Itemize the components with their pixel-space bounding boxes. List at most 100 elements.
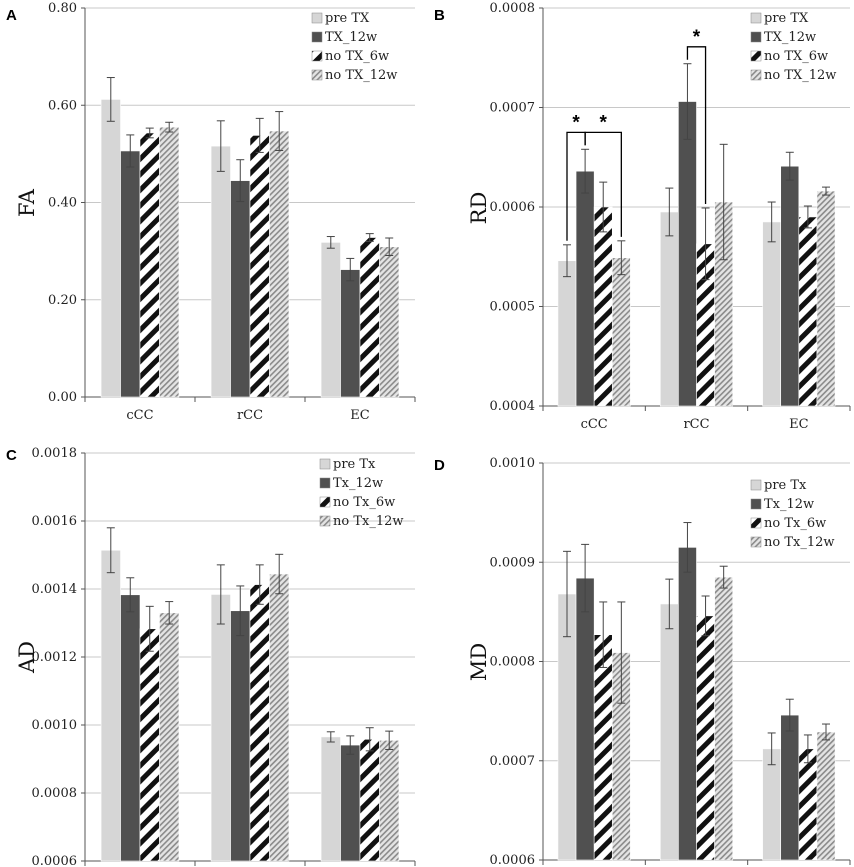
bar-light (100, 99, 121, 398)
panel-a-letter: A (6, 7, 17, 24)
bar-stripe (593, 634, 613, 861)
error-bar (665, 578, 674, 630)
error-bar (581, 148, 590, 194)
panel-a: A (6, 7, 17, 24)
y-tick-label: 0.0010 (32, 718, 78, 733)
panel-d-plot: 0.00060.00070.00080.00090.0010MDcCCrCCEC… (467, 456, 851, 867)
error-bar (326, 236, 335, 249)
x-tick-label: cCC (126, 408, 153, 423)
legend-swatch (750, 536, 762, 548)
bar-hatch (269, 130, 290, 398)
y-tick-label: 0.0007 (490, 754, 536, 769)
bar-stripe (139, 132, 160, 398)
x-tick-label: EC (350, 408, 369, 423)
error-bar (822, 723, 831, 741)
legend-label: no Tx_12w (764, 535, 835, 550)
legend-swatch (750, 50, 762, 62)
legend-item: Tx_12w (750, 497, 814, 512)
bar-hatch (159, 126, 180, 398)
legend-swatch (311, 31, 323, 43)
legend-swatch (311, 50, 323, 62)
y-tick-label: 0.0007 (490, 101, 536, 116)
legend-label: TX_12w (325, 30, 377, 45)
error-bar (719, 143, 728, 261)
error-bar (385, 730, 394, 750)
y-tick-label: 0.00 (48, 390, 77, 405)
error-bar (106, 527, 115, 574)
bar-dark (340, 744, 361, 862)
bar-stripe (359, 738, 380, 862)
bar-hatch (379, 739, 400, 862)
error-bar (785, 698, 794, 732)
y-tick-label: 0.0006 (490, 200, 536, 215)
legend-swatch (750, 479, 762, 491)
legend-item: no Tx_6w (319, 495, 395, 510)
significance-bracket: * (584, 112, 622, 237)
legend-label: pre TX (325, 11, 370, 26)
error-bar (106, 77, 115, 122)
bar-light (659, 603, 679, 861)
y-tick-label: 0.0008 (490, 655, 536, 670)
error-bar (562, 244, 571, 278)
legend-label: Tx_12w (764, 497, 814, 512)
y-axis-title: MD (467, 643, 491, 681)
y-tick-label: 0.0014 (32, 582, 78, 597)
error-bar (581, 543, 590, 613)
legend-label: Tx_12w (333, 476, 383, 491)
legend-item: Tx_12w (319, 476, 383, 491)
bar-hatch (269, 573, 290, 862)
legend-item: pre Tx (750, 478, 807, 493)
error-bar (822, 186, 831, 196)
significance-bracket: * (686, 27, 707, 204)
bar-stripe (798, 748, 818, 861)
bar-hatch (379, 246, 400, 398)
error-bar (365, 233, 374, 242)
error-bar (683, 522, 692, 573)
legend-swatch (311, 69, 323, 81)
error-bar (562, 550, 571, 638)
significance-star: * (600, 112, 608, 133)
error-bar (665, 187, 674, 237)
error-bar (617, 240, 626, 276)
bar-dark (230, 180, 251, 398)
legend-label: pre Tx (764, 478, 807, 493)
legend-swatch (750, 12, 762, 24)
y-tick-label: 0.0008 (490, 1, 536, 16)
panel-d: D (434, 457, 445, 474)
legend-label: no TX_12w (325, 68, 397, 83)
legend-swatch (750, 517, 762, 529)
y-tick-label: 0.0005 (490, 300, 536, 315)
error-bar (803, 205, 812, 229)
bar-dark (120, 594, 141, 862)
y-tick-label: 0.0012 (32, 650, 78, 665)
error-bar (365, 727, 374, 752)
panel-d-letter: D (434, 457, 445, 474)
y-tick-label: 0.0016 (32, 514, 78, 529)
significance-star: * (693, 27, 701, 48)
error-bar (275, 111, 284, 151)
y-tick-label: 0.20 (48, 293, 77, 308)
panel-c-plot: 0.0006 0.0008 0.0010 0.0012 0.0014 0.0016 0.00… (15, 446, 416, 867)
legend-label: no TX_12w (764, 68, 836, 83)
error-bar (216, 564, 225, 625)
error-bar (145, 605, 154, 652)
error-bar (683, 63, 692, 140)
error-bar (326, 731, 335, 743)
error-bar (275, 553, 284, 595)
error-bar (165, 121, 174, 133)
panel-b-letter: B (434, 7, 445, 24)
error-bar (785, 151, 794, 181)
legend-label: TX_12w (764, 30, 816, 45)
bar-hatch (159, 612, 180, 862)
legend-item: pre TX (311, 11, 370, 26)
error-bar (385, 237, 394, 257)
legend-label: no Tx_6w (333, 495, 395, 510)
error-bar (599, 601, 608, 668)
y-tick-label: 0.80 (48, 1, 77, 16)
bar-dark (340, 269, 361, 398)
legend-swatch (750, 69, 762, 81)
y-axis-title: AD (15, 641, 39, 674)
